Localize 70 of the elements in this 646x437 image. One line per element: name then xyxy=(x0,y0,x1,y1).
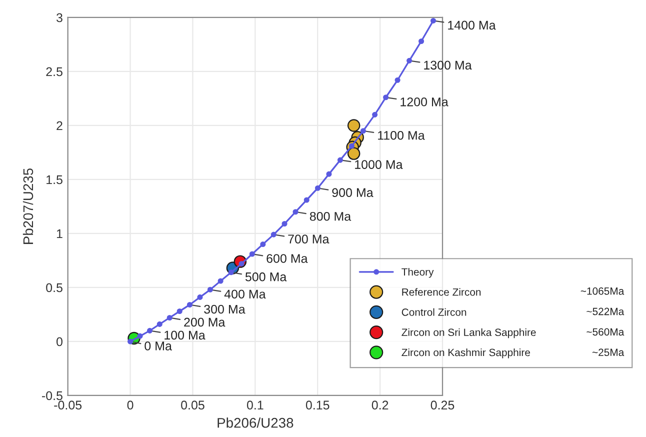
legend-label: Theory xyxy=(402,268,434,278)
y-tick-label: -0.5 xyxy=(42,391,62,400)
annotation: 1300 Ma xyxy=(424,60,472,70)
text: ~560Ma xyxy=(586,328,624,336)
legend-label: Reference Zircon xyxy=(402,288,481,296)
point xyxy=(186,302,193,308)
point xyxy=(383,94,389,100)
y-axis-title: Pb207/U235 xyxy=(22,168,34,244)
point xyxy=(418,38,424,44)
annotation: 200 Ma xyxy=(184,318,226,327)
point xyxy=(218,278,224,284)
y-tick-label: 0.5 xyxy=(46,283,62,292)
point xyxy=(166,314,172,320)
point xyxy=(304,197,310,203)
point xyxy=(406,58,412,64)
text: ~1065Ma xyxy=(580,287,624,295)
point xyxy=(207,286,213,292)
annotation: 900 Ma xyxy=(332,188,374,198)
point xyxy=(282,220,288,227)
point xyxy=(156,321,162,327)
point xyxy=(394,77,400,83)
annotation: 500 Ma xyxy=(245,272,287,282)
point xyxy=(146,328,153,334)
annotation: 100 Ma xyxy=(164,330,206,340)
point xyxy=(270,232,276,238)
legend-label: Control Zircon xyxy=(402,308,466,316)
y-tick-label: 3 xyxy=(56,13,62,22)
legend-label: Zircon on Sri Lanka Sapphire xyxy=(402,328,536,338)
point xyxy=(292,209,298,215)
annotation: 700 Ma xyxy=(288,234,330,244)
point xyxy=(260,242,266,248)
legend-label: Zircon on Kashmir Sapphire xyxy=(402,348,530,358)
point xyxy=(372,112,378,118)
x-tick-label: 0.15 xyxy=(306,400,330,410)
x-axis-title: Pb206/U238 xyxy=(218,418,294,428)
annotation: 1000 Ma xyxy=(355,160,403,169)
x-tick-label: 0.2 xyxy=(372,400,388,410)
y-tick-label: 1.5 xyxy=(46,175,62,184)
x-tick-label: 0.25 xyxy=(430,400,454,410)
x-tick-label: -0.05 xyxy=(54,400,82,410)
x-tick-label: 0 xyxy=(127,400,134,410)
text: ~25Ma xyxy=(592,348,624,356)
annotation: 1100 Ma xyxy=(378,130,425,140)
y-tick-label: 2.5 xyxy=(46,67,62,76)
point xyxy=(128,338,134,344)
x-tick-label: 0.05 xyxy=(181,400,204,410)
point xyxy=(137,333,143,339)
y-tick-label: 2 xyxy=(56,121,62,130)
annotation: 1400 Ma xyxy=(448,20,496,30)
point xyxy=(347,119,360,132)
point xyxy=(228,270,234,276)
annotation: 300 Ma xyxy=(204,304,246,314)
annotation: 1200 Ma xyxy=(400,97,448,106)
point xyxy=(249,251,255,257)
y-tick-label: 1 xyxy=(56,229,62,238)
point xyxy=(314,185,321,191)
point xyxy=(347,147,360,160)
annotation: 800 Ma xyxy=(310,212,352,221)
point xyxy=(337,157,343,163)
point xyxy=(197,294,203,300)
y-tick-label: 0 xyxy=(56,337,62,346)
annotation: 0 Ma xyxy=(144,342,172,350)
annotation: 600 Ma xyxy=(266,254,308,263)
x-tick-label: 0.1 xyxy=(246,400,264,410)
point xyxy=(360,128,366,134)
point xyxy=(176,308,182,314)
point xyxy=(430,18,436,24)
text: ~522Ma xyxy=(586,308,624,316)
annotation: 400 Ma xyxy=(224,290,266,299)
point xyxy=(326,171,332,177)
